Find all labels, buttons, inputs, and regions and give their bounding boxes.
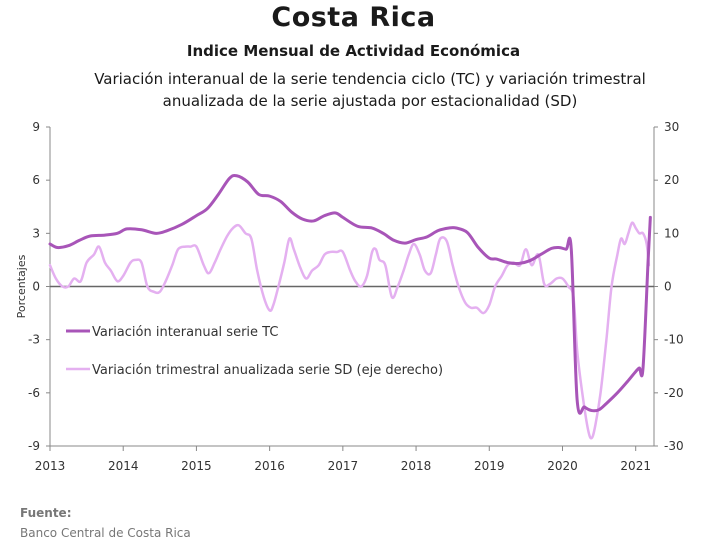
x-tick-label: 2020: [547, 459, 578, 473]
series-lines: [48, 173, 652, 440]
right-tick-label: 30: [664, 120, 679, 134]
right-tick-label: 10: [664, 226, 679, 240]
right-tick-label: 0: [664, 280, 672, 294]
chart-description: Variación interanual de la serie tendenc…: [94, 70, 646, 110]
left-tick-label: -9: [28, 439, 40, 453]
left-tick-label: 6: [32, 173, 40, 187]
right-tick-label: -10: [664, 333, 684, 347]
x-tick-label: 2015: [181, 459, 212, 473]
left-tick-label: 3: [32, 226, 40, 240]
left-tick-label: -3: [28, 333, 40, 347]
right-tick-label: -20: [664, 386, 684, 400]
x-tick-label: 2014: [108, 459, 139, 473]
legend-label: Variación interanual serie TC: [92, 325, 278, 340]
legend-label: Variación trimestral anualizada serie SD…: [92, 363, 443, 378]
series-line-tc: [48, 173, 652, 415]
right-tick-label: 20: [664, 173, 679, 187]
x-tick-label: 2018: [401, 459, 432, 473]
chart-subtitle: Indice Mensual de Actividad Económica: [186, 42, 521, 60]
x-tick-label: 2017: [328, 459, 359, 473]
x-tick-label: 2021: [620, 459, 651, 473]
x-tick-label: 2019: [474, 459, 505, 473]
x-tick-label: 2013: [35, 459, 66, 473]
source-label: Fuente:: [20, 506, 72, 520]
y-axis-label: Porcentajes: [15, 254, 28, 318]
left-tick-label: 9: [32, 120, 40, 134]
right-tick-label: -30: [664, 439, 684, 453]
legend: Variación interanual serie TC Variación t…: [66, 325, 443, 378]
source-text: Banco Central de Costa Rica: [20, 526, 191, 540]
chart-title: Costa Rica: [271, 2, 436, 33]
left-tick-label: -6: [28, 386, 40, 400]
left-tick-label: 0: [32, 280, 40, 294]
x-tick-label: 2016: [254, 459, 285, 473]
